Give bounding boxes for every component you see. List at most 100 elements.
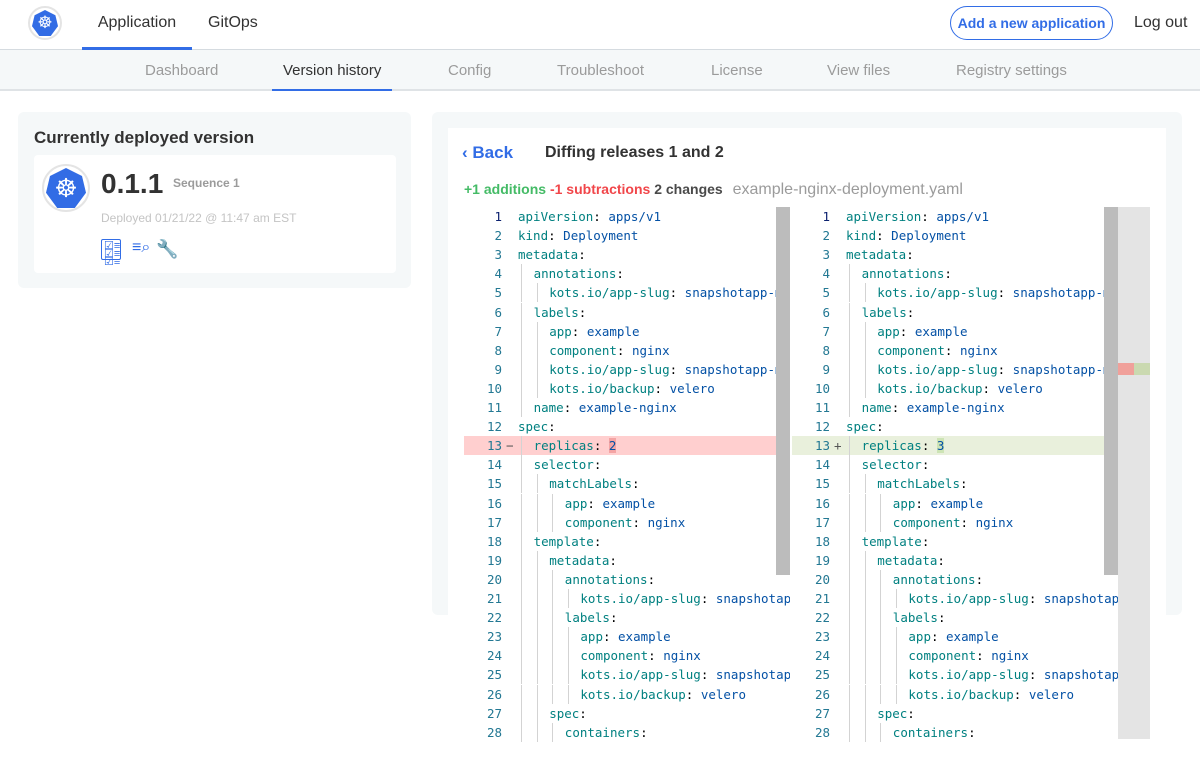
code-line: 13 + replicas: 3 xyxy=(792,436,1118,456)
colon: : xyxy=(563,400,572,415)
logs-search-icon[interactable]: ≡⌕ xyxy=(132,239,151,256)
nav-tab-gitops[interactable]: GitOps xyxy=(208,14,258,31)
code-text: kots.io/backup: velero xyxy=(549,379,715,398)
yaml-value: example xyxy=(618,629,671,645)
yaml-key: replicas xyxy=(861,438,922,454)
checklist-icon[interactable]: ☑≡ ☑≡ ☑≡ xyxy=(101,239,121,268)
indent-guide xyxy=(521,589,522,609)
code-line: 4 annotations: xyxy=(464,264,790,284)
code-text: component: nginx xyxy=(893,513,1013,532)
scrollbar[interactable] xyxy=(776,207,790,575)
plus-icon: + xyxy=(834,438,842,454)
code-text: metadata: xyxy=(549,551,617,570)
line-number: 20 xyxy=(486,571,502,587)
back-button[interactable]: ‹ Back xyxy=(462,143,513,163)
colon: : xyxy=(593,209,601,224)
subtab-version-history[interactable]: Version history xyxy=(272,50,393,91)
line-number: 13 xyxy=(814,438,830,454)
code-text: kots.io/app-slug: snapshotapp-mu xyxy=(877,360,1118,379)
indent-guide xyxy=(895,684,897,704)
sub-navbar: Dashboard Version history Config Trouble… xyxy=(0,50,1200,91)
indent-guide xyxy=(521,684,522,704)
nav-tab-application[interactable]: Application xyxy=(82,0,192,50)
indent-guide xyxy=(849,608,850,628)
indent-guide xyxy=(536,703,538,723)
code-text: component: nginx xyxy=(580,646,700,665)
code-line: 19 metadata: xyxy=(792,550,1118,570)
original-editor[interactable]: 28 containers: 27 spec: 26 kots.io/backup: ve… xyxy=(464,207,790,747)
indent-guide xyxy=(567,627,569,647)
indent-guide xyxy=(849,398,850,418)
yaml-key: containers xyxy=(892,724,969,740)
line-number: 14 xyxy=(486,457,502,473)
add-application-button[interactable]: Add a new application xyxy=(950,6,1113,40)
line-number: 3 xyxy=(494,247,502,263)
yaml-key: kots.io/app-slug xyxy=(908,667,1029,683)
yaml-key: component xyxy=(580,648,649,664)
indent-guide xyxy=(536,722,538,742)
code-line: 16 app: example xyxy=(464,493,790,513)
modified-editor[interactable]: 28 containers: 27 spec: 26 kots.io/backup: ve… xyxy=(792,207,1118,747)
subtab-registry-settings[interactable]: Registry settings xyxy=(956,62,1067,79)
indent-guide xyxy=(521,608,522,628)
line-number: 18 xyxy=(814,533,830,549)
yaml-value: snapshotap xyxy=(715,667,790,683)
indent-guide xyxy=(521,283,522,303)
line-number: 3 xyxy=(822,247,830,263)
indent-guide xyxy=(849,684,850,704)
line-number: 26 xyxy=(486,686,502,702)
yaml-key: selector xyxy=(861,457,922,473)
line-number: 6 xyxy=(494,304,502,320)
indent-guide xyxy=(849,646,850,666)
subtab-troubleshoot[interactable]: Troubleshoot xyxy=(557,62,644,79)
yaml-key: metadata xyxy=(846,247,907,263)
code-text: app: example xyxy=(565,494,655,513)
chevron-left-icon: ‹ xyxy=(462,143,473,162)
code-line: 23 app: example xyxy=(792,627,1118,647)
code-line: 4 annotations: xyxy=(792,264,1118,284)
line-number: 21 xyxy=(486,591,502,606)
indent-guide xyxy=(895,646,897,666)
code-text: kots.io/backup: velero xyxy=(877,379,1043,398)
code-line: 7 app: example xyxy=(464,321,790,341)
code-line: 9 kots.io/app-slug: snapshotapp-mu xyxy=(464,359,790,379)
changes-count: 2 changes xyxy=(654,181,723,197)
code-line: 6 labels: xyxy=(792,302,1118,322)
indent-guide xyxy=(536,321,538,341)
subtab-view-files[interactable]: View files xyxy=(827,62,891,79)
indent-guide xyxy=(552,608,554,628)
colon: : xyxy=(960,514,969,530)
line-number: 5 xyxy=(494,285,502,301)
indent-guide xyxy=(849,455,850,475)
indent-guide xyxy=(864,283,866,303)
indent-guide xyxy=(849,340,850,360)
indent-guide xyxy=(880,627,882,647)
app-logo[interactable]: ☸ xyxy=(28,6,62,40)
sequence-label: Sequence 1 xyxy=(173,176,240,190)
colon: : xyxy=(921,438,930,454)
subtab-config[interactable]: Config xyxy=(448,62,492,79)
code-text: spec: xyxy=(877,704,915,723)
code-text: replicas: 2 xyxy=(534,436,617,455)
subtab-dashboard[interactable]: Dashboard xyxy=(145,62,219,79)
code-line: 22 labels: xyxy=(464,608,790,628)
line-number: 24 xyxy=(486,648,502,664)
indent-guide xyxy=(864,665,866,685)
scrollbar[interactable] xyxy=(1104,207,1118,575)
line-number: 10 xyxy=(486,380,502,396)
yaml-key: kind xyxy=(518,228,549,244)
code-line: 27 spec: xyxy=(792,703,1118,723)
code-text: labels: xyxy=(565,608,618,627)
logout-link[interactable]: Log out xyxy=(1134,14,1188,31)
yaml-key: spec xyxy=(518,419,549,435)
indent-guide xyxy=(864,512,866,532)
yaml-key: component xyxy=(549,342,617,358)
config-wrench-icon[interactable]: 🔧 xyxy=(156,239,179,259)
line-number: 10 xyxy=(814,380,830,396)
indent-guide xyxy=(536,493,538,513)
code-line: 1 apiVersion: apps/v1 xyxy=(792,207,1118,226)
code-text: spec: xyxy=(549,704,587,723)
colon: : xyxy=(1028,667,1037,683)
subtab-license[interactable]: License xyxy=(711,62,763,79)
yaml-value: nginx xyxy=(975,514,1014,530)
